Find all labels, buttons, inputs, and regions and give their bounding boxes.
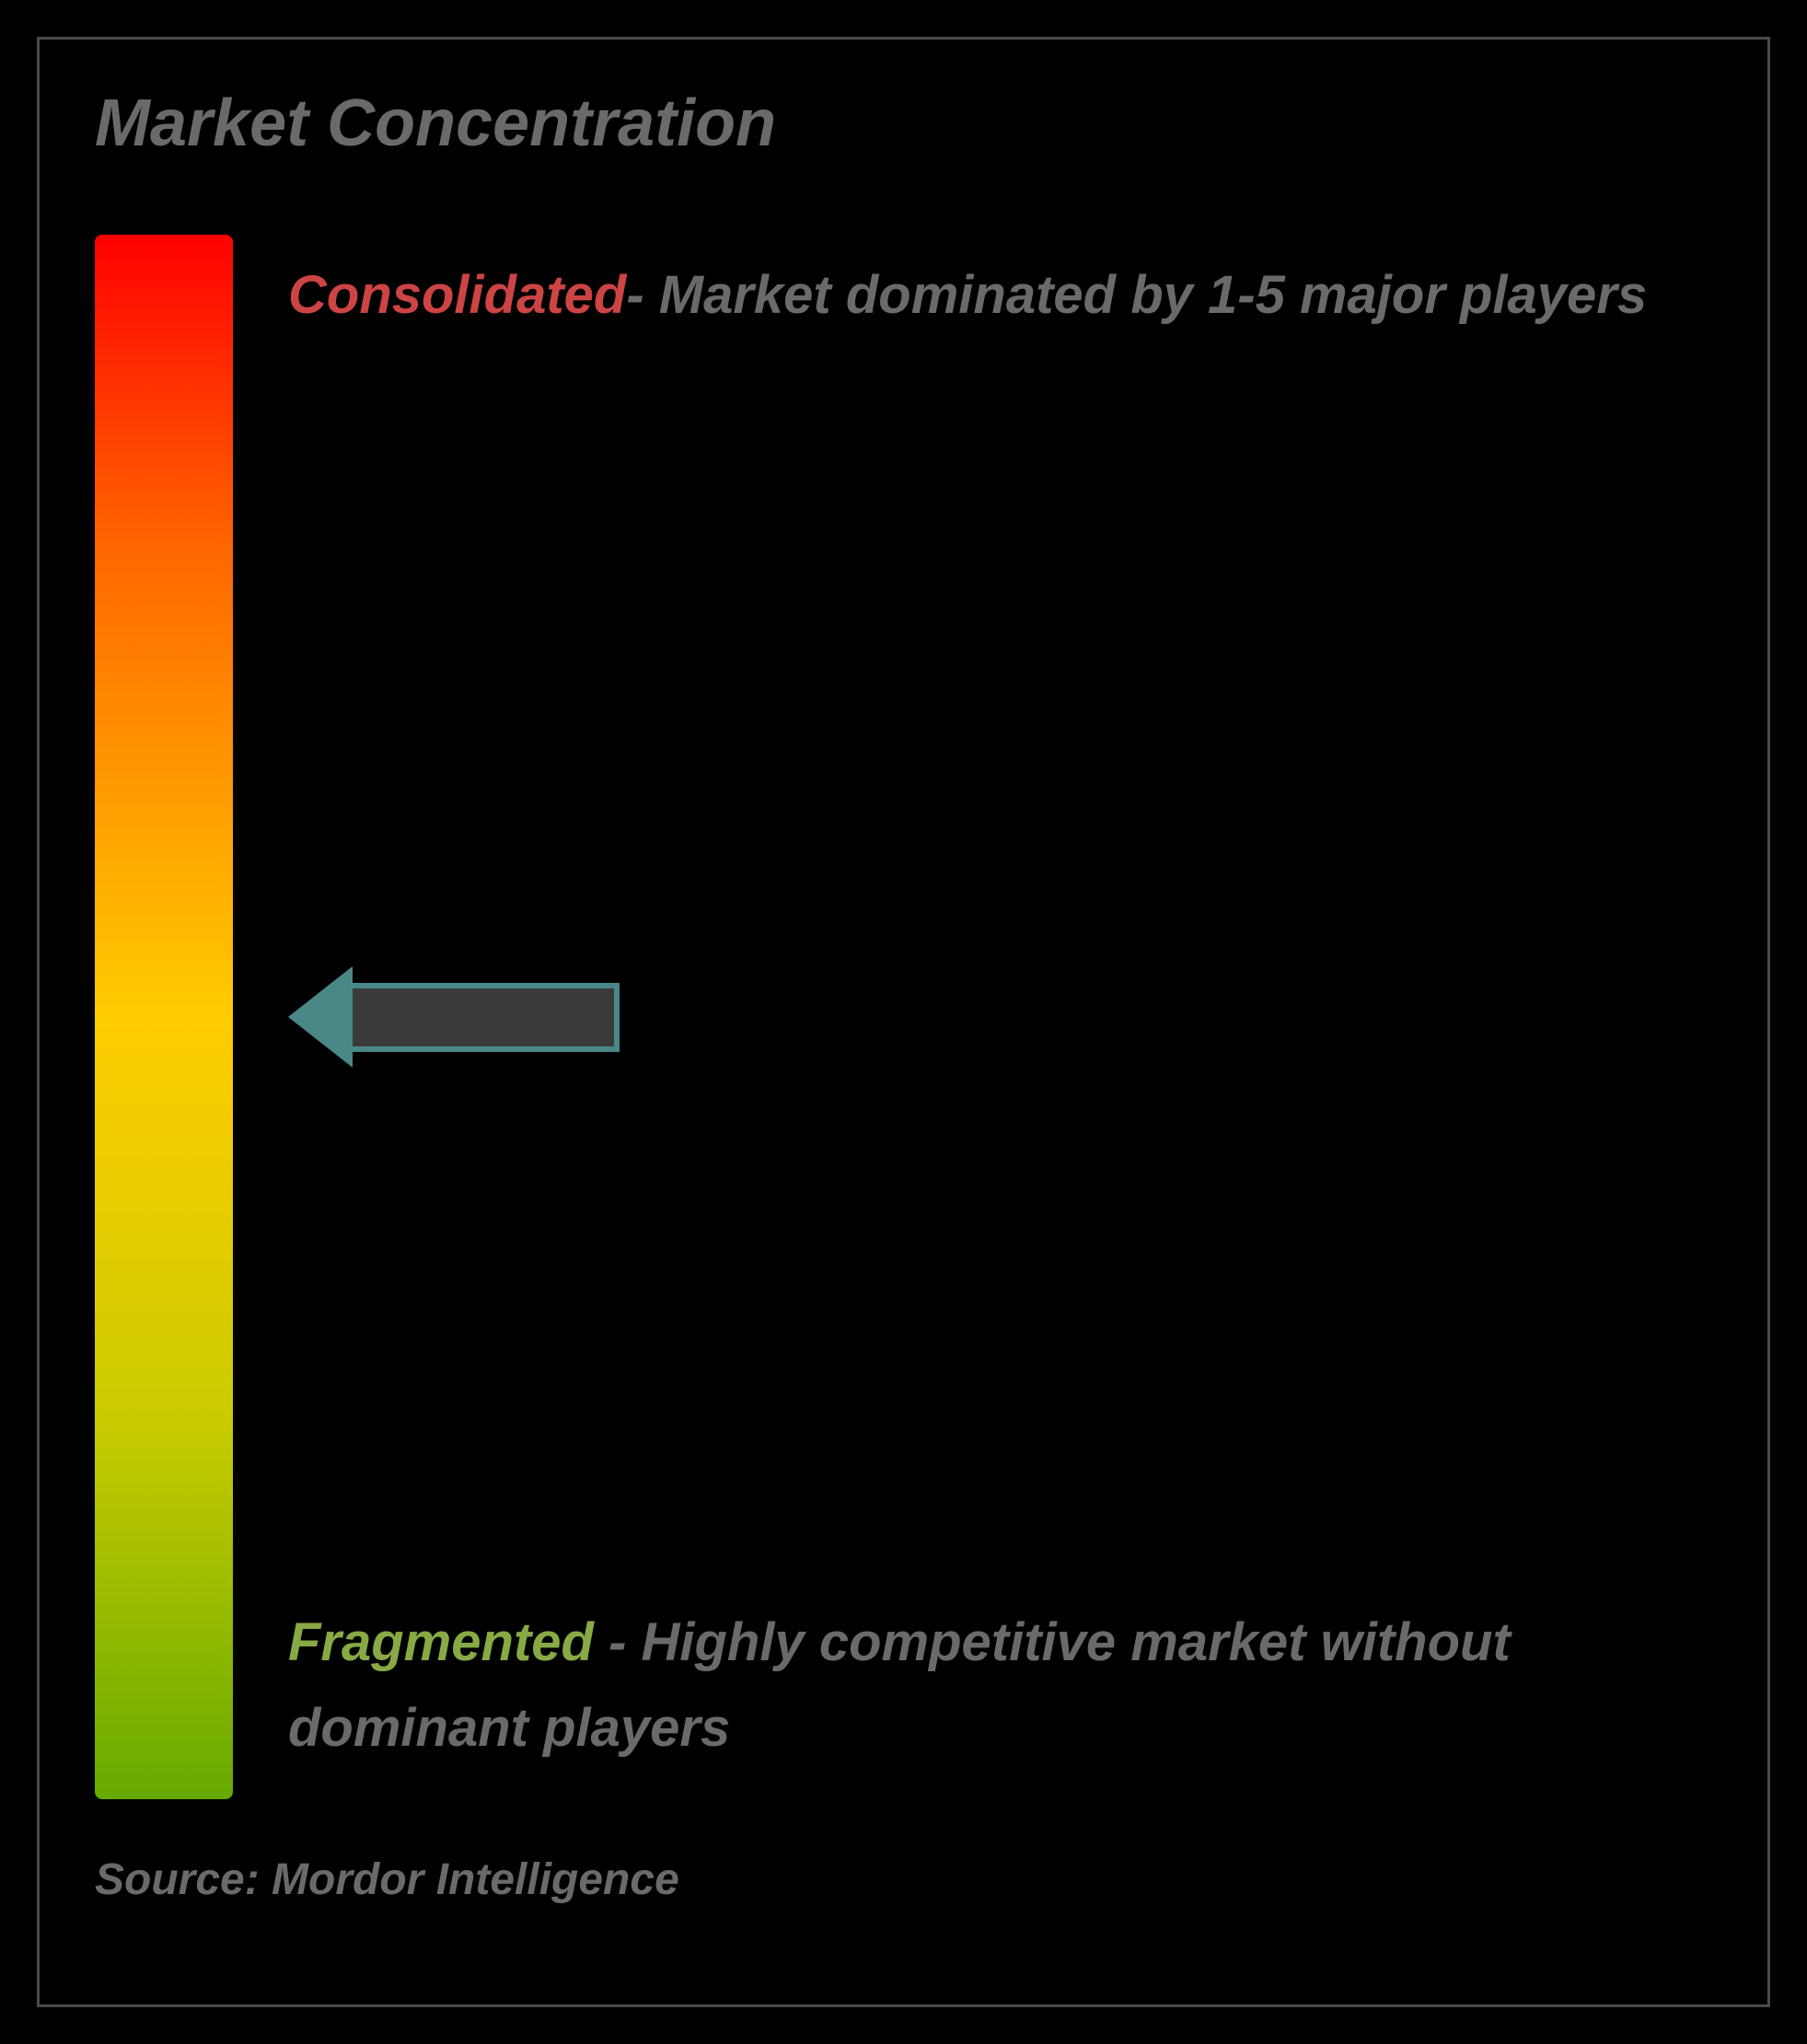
arrow-body: [353, 983, 620, 1052]
consolidated-text: Consolidated- Market dominated by 1-5 ma…: [288, 253, 1712, 339]
concentration-gradient-bar: [95, 235, 233, 1799]
chart-container: Market Concentration Consolidated- Marke…: [37, 37, 1770, 2007]
fragmented-label: Fragmented: [288, 1612, 594, 1672]
consolidated-description: - Market dominated by 1-5 major players: [626, 265, 1647, 325]
position-arrow: [288, 966, 620, 1068]
consolidated-label: Consolidated: [288, 265, 626, 325]
content-area: Consolidated- Market dominated by 1-5 ma…: [95, 235, 1712, 1799]
source-attribution: Source: Mordor Intelligence: [95, 1854, 1712, 1905]
chart-title: Market Concentration: [95, 86, 1712, 161]
fragmented-text: Fragmented - Highly competitive market w…: [288, 1600, 1712, 1772]
arrow-icon: [288, 966, 620, 1068]
text-area: Consolidated- Market dominated by 1-5 ma…: [288, 235, 1712, 1799]
arrow-head: [288, 966, 353, 1068]
